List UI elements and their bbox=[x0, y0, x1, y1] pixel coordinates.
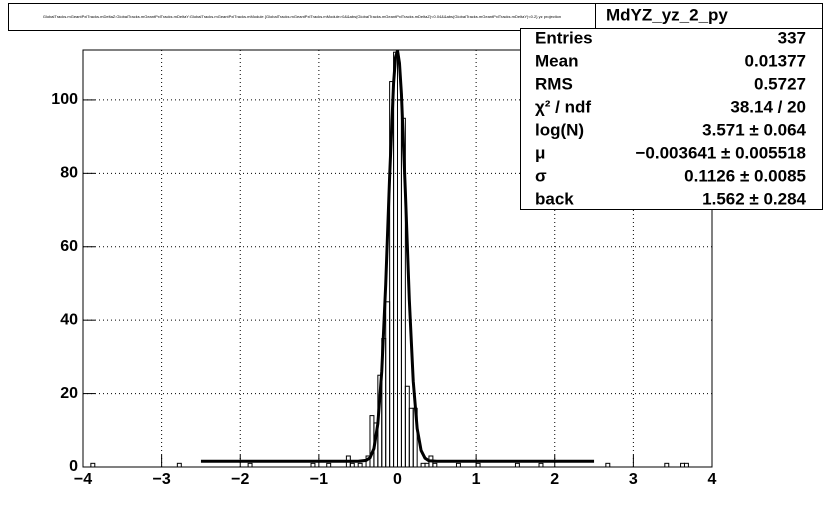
stats-value: 0.01377 bbox=[745, 51, 806, 70]
stats-value: −0.003641 ± 0.005518 bbox=[635, 143, 806, 162]
chart-title: GlobalTracks.mGeantPxlTracks.mDeltaZ:Glo… bbox=[43, 14, 561, 19]
stats-label: back bbox=[535, 189, 574, 208]
x-tick-label: 4 bbox=[708, 471, 717, 488]
plot-frame bbox=[82, 49, 713, 468]
plot-area: 0 20 40 60 80 100 −4 −3 −2 −1 0 1 2 3 4 bbox=[51, 49, 717, 488]
y-tick-label: 0 bbox=[69, 458, 78, 475]
x-tick-label: −1 bbox=[310, 471, 328, 488]
stats-box bbox=[520, 28, 823, 210]
y-tick-label: 20 bbox=[60, 385, 78, 402]
stats-value: 3.571 ± 0.064 bbox=[702, 120, 806, 139]
stats-label: σ bbox=[535, 166, 547, 185]
y-tick-label: 80 bbox=[60, 165, 78, 182]
stats-label: μ bbox=[535, 143, 545, 162]
stats-label: Mean bbox=[535, 51, 578, 70]
stats-label: Entries bbox=[535, 28, 593, 47]
stats-label: χ² / ndf bbox=[535, 97, 591, 116]
stats-header bbox=[595, 3, 823, 29]
x-tick-label: 3 bbox=[629, 471, 638, 488]
y-tick-label: 60 bbox=[60, 238, 78, 255]
x-tick-label: 2 bbox=[550, 471, 559, 488]
x-tick-label: 0 bbox=[393, 471, 402, 488]
x-tick-label: −3 bbox=[153, 471, 171, 488]
stats-value: 0.1126 ± 0.0085 bbox=[684, 166, 806, 185]
x-tick-label: −2 bbox=[231, 471, 249, 488]
stats-value: 38.14 / 20 bbox=[730, 97, 806, 116]
stats-value: 0.5727 bbox=[754, 74, 806, 93]
stats-value: 1.562 ± 0.284 bbox=[702, 189, 806, 208]
stats-value: 337 bbox=[778, 28, 806, 47]
y-tick-label: 100 bbox=[51, 91, 78, 108]
y-tick-label: 40 bbox=[60, 311, 78, 328]
stats-name: MdYZ_yz_2_py bbox=[606, 5, 728, 24]
x-tick-label: 1 bbox=[472, 471, 481, 488]
stats-label: log(N) bbox=[535, 120, 584, 139]
x-tick-label: −4 bbox=[74, 471, 92, 488]
stats-label: RMS bbox=[535, 74, 573, 93]
stats-rows: Entries 337 Mean 0.01377 RMS 0.5727 χ² / ndf 38… bbox=[535, 28, 807, 208]
